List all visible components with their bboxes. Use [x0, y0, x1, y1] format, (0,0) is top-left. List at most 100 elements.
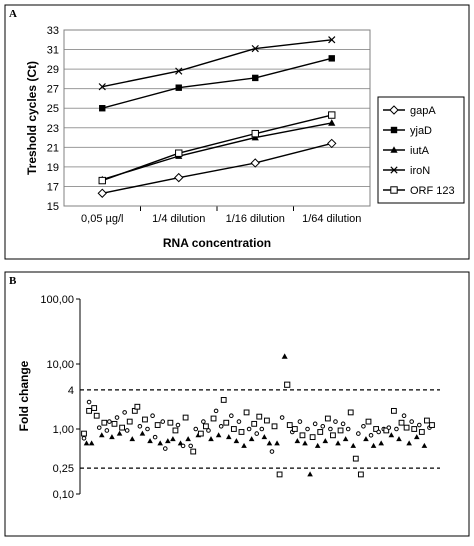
data-point: [297, 419, 303, 424]
data-point: [182, 414, 189, 421]
legend-marker: [390, 146, 398, 153]
series-line: [102, 114, 332, 182]
data-point: [276, 471, 283, 478]
data-point: [324, 415, 331, 422]
data-point: [203, 423, 209, 430]
data-point: [190, 448, 197, 455]
x-tick-label: 0,05 µg/l: [81, 213, 123, 225]
y-tick-label: 17: [47, 181, 59, 193]
data-point: [101, 419, 108, 426]
data-point: [154, 422, 161, 428]
data-point: [337, 427, 344, 434]
data-point: [357, 471, 364, 478]
legend-label: ORF 123: [410, 185, 455, 197]
panel-a-plot-frame: [63, 29, 371, 207]
y-tick-label: 15: [47, 201, 59, 213]
series-line: [102, 122, 332, 181]
data-point: [261, 434, 268, 440]
panel-a-x-axis-title: RNA concentration: [163, 236, 271, 250]
data-point: [248, 436, 255, 442]
data-point: [157, 440, 164, 446]
data-point: [286, 422, 293, 428]
data-point: [312, 421, 318, 427]
series-line: [102, 39, 332, 88]
legend-label: yjaD: [410, 125, 432, 137]
data-point: [208, 436, 214, 442]
data-point: [210, 415, 217, 422]
data-point: [167, 419, 174, 426]
data-point: [129, 436, 136, 442]
data-point: [350, 442, 357, 448]
data-point: [328, 111, 336, 119]
data-point: [335, 440, 341, 446]
data-point: [213, 408, 219, 414]
data-point: [328, 426, 333, 432]
y-tick-label: 29: [47, 64, 59, 76]
data-point: [99, 105, 106, 112]
panel-b-frame: [4, 271, 470, 537]
data-point: [145, 426, 150, 432]
legend-item: yjaD: [383, 125, 432, 137]
data-point: [172, 427, 179, 434]
data-point: [333, 419, 338, 424]
data-point: [93, 412, 100, 419]
data-point: [266, 440, 273, 446]
data-point: [175, 84, 182, 91]
data-point: [175, 422, 181, 428]
legend-item: iutA: [383, 145, 430, 157]
data-point: [197, 430, 204, 437]
panel-b-points: [81, 353, 435, 478]
y-tick-label: 10,00: [46, 359, 74, 371]
data-point: [116, 430, 123, 436]
panel-b-y-ticks: 0,10 1,00 10,00 100,00: [40, 294, 80, 501]
data-point: [394, 426, 399, 432]
x-tick-label: 1/4 dilution: [152, 213, 205, 225]
data-point: [147, 438, 153, 444]
data-point: [97, 188, 107, 198]
data-point: [252, 74, 259, 82]
legend-label: gapA: [410, 105, 436, 117]
data-point: [230, 426, 237, 432]
data-point: [259, 426, 265, 432]
data-point: [317, 429, 324, 435]
data-point: [104, 428, 110, 433]
data-point: [416, 422, 422, 428]
x-tick-label: 1/16 dilution: [226, 213, 285, 225]
data-point: [223, 419, 230, 426]
series-yjad: [99, 55, 335, 112]
data-point: [429, 422, 435, 428]
panel-a-legend: gapA yjaD iutA iroN ORF 123: [377, 96, 465, 204]
data-point: [294, 438, 301, 444]
data-point: [328, 119, 336, 126]
legend-marker: [390, 186, 398, 194]
data-point: [193, 426, 199, 432]
data-point: [180, 443, 186, 449]
data-point: [174, 172, 184, 183]
data-point: [109, 434, 115, 440]
data-point: [241, 442, 247, 448]
legend-label: iroN: [410, 165, 430, 177]
data-point: [98, 432, 105, 438]
data-point: [322, 438, 329, 444]
legend-item: iroN: [383, 165, 430, 177]
x-tick-label: 1/64 dilution: [302, 213, 361, 225]
data-point: [424, 417, 430, 424]
data-point: [251, 420, 258, 427]
data-point: [122, 410, 127, 415]
panel-b-reference-lines: 40,25: [53, 385, 440, 475]
data-point: [368, 432, 374, 438]
series-orf-123: [98, 111, 336, 185]
reference-line-label: 0,25: [53, 463, 74, 475]
data-point: [398, 419, 405, 426]
data-point: [142, 416, 148, 423]
legend-marker: [390, 166, 398, 174]
data-point: [352, 455, 359, 462]
data-point: [88, 440, 95, 446]
panel-a-frame: [4, 4, 470, 260]
data-point: [413, 434, 420, 440]
data-point: [238, 429, 245, 435]
data-point: [411, 426, 418, 432]
data-point: [390, 407, 397, 414]
